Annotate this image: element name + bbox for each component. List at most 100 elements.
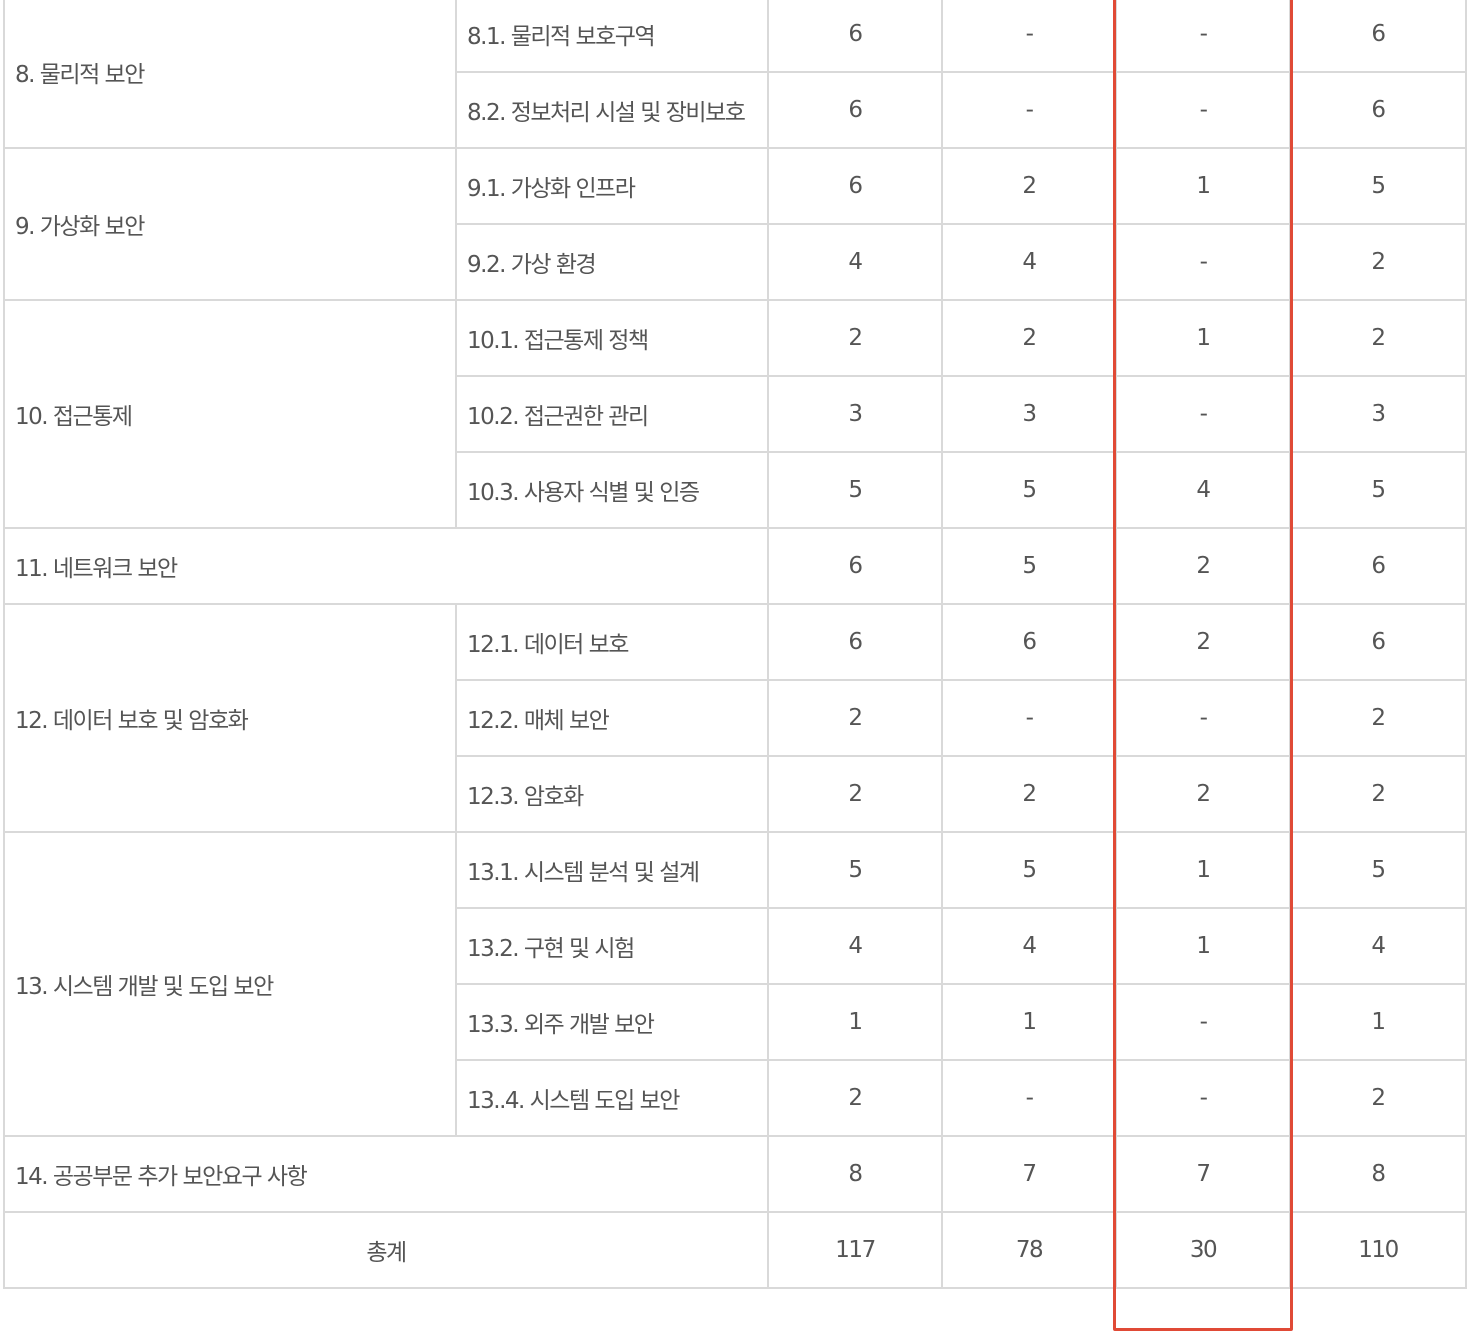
value-cell: 3	[1289, 375, 1467, 453]
value-cell: 7	[1115, 1135, 1291, 1213]
table-row: 13.3. 외주 개발 보안 1 1-1	[4, 983, 1467, 1061]
value-cell: 2	[1289, 1059, 1467, 1137]
subcategory-cell: 12.1. 데이터 보호	[455, 603, 769, 681]
table-row: 12. 데이터 보호 및 암호화 12.1. 데이터 보호 6 6 2 6	[3, 603, 1467, 833]
value-cell: 6	[767, 71, 943, 149]
table-row: 10.3. 사용자 식별 및 인증 5 5 4 5	[4, 451, 1467, 529]
value-cell: -	[941, 0, 1117, 73]
value-cell: 5	[1289, 147, 1467, 225]
total-value-cell: 117	[767, 1211, 943, 1289]
category-cell: 11. 네트워크 보안	[3, 527, 769, 605]
value-cell: 2	[767, 679, 943, 757]
value-cell: 2	[767, 299, 943, 377]
subcategory-cell: 8.2. 정보처리 시설 및 장비보호	[455, 71, 769, 149]
value-cell: 1	[1115, 907, 1291, 985]
total-value-cell: 78	[941, 1211, 1117, 1289]
value-cell: 2	[1289, 679, 1467, 757]
value-cell: 3	[767, 375, 943, 453]
security-requirements-table: 8. 물리적 보안 8.1. 물리적 보호구역 6- -6 8.2. 정보처리 시설 및…	[3, 0, 1467, 1289]
value-cell: 3	[941, 375, 1117, 453]
value-cell: 5	[941, 451, 1117, 529]
value-cell: 6	[1289, 603, 1467, 681]
table-row: 8.2. 정보처리 시설 및 장비보호 6- -6	[4, 71, 1467, 149]
subcategory-cell: 13..4. 시스템 도입 보안	[455, 1059, 769, 1137]
table-row: 13. 시스템 개발 및 도입 보안 13.1. 시스템 분석 및 설계 5 5 1 5	[3, 831, 1467, 1137]
value-cell: 6	[767, 0, 943, 73]
value-cell: -	[1115, 223, 1291, 301]
total-value-cell: 30	[1115, 1211, 1291, 1289]
value-cell: -	[1115, 679, 1291, 757]
value-cell: 8	[1289, 1135, 1467, 1213]
table-row: 13..4. 시스템 도입 보안 2- -2	[4, 1059, 1467, 1137]
value-cell: 6	[767, 603, 943, 681]
value-cell: -	[941, 1059, 1117, 1137]
value-cell: 2	[1289, 223, 1467, 301]
value-cell: 2	[1289, 755, 1467, 833]
value-cell: 2	[1115, 603, 1291, 681]
subcategory-cell: 13.2. 구현 및 시험	[455, 907, 769, 985]
subcategory-cell: 8.1. 물리적 보호구역	[455, 0, 769, 73]
value-cell: 1	[1289, 983, 1467, 1061]
value-cell: 1	[941, 983, 1117, 1061]
value-cell: 6	[1289, 71, 1467, 149]
subcategory-cell: 10.3. 사용자 식별 및 인증	[455, 451, 769, 529]
value-cell: 8	[767, 1135, 943, 1213]
value-cell: 1	[1115, 831, 1291, 909]
table-row: 13.2. 구현 및 시험 4 4 1 4	[4, 907, 1467, 985]
value-cell: 6	[1289, 527, 1467, 605]
table-row: 8. 물리적 보안 8.1. 물리적 보호구역 6- -6	[3, 0, 1467, 149]
value-cell: 2	[941, 147, 1117, 225]
subcategory-cell: 9.1. 가상화 인프라	[455, 147, 769, 225]
value-cell: 4	[767, 907, 943, 985]
value-cell: 5	[941, 527, 1117, 605]
table-row: 10.2. 접근권한 관리 3 3-3	[4, 375, 1467, 453]
value-cell: 7	[941, 1135, 1117, 1213]
category-cell: 13. 시스템 개발 및 도입 보안	[3, 831, 457, 1137]
value-cell: 6	[767, 527, 943, 605]
total-value-cell: 110	[1289, 1211, 1467, 1289]
table-row: 9. 가상화 보안 9.1. 가상화 인프라 6 2 1 5	[3, 147, 1467, 301]
subcategory-cell: 10.1. 접근통제 정책	[455, 299, 769, 377]
table-row: 12.2. 매체 보안 2- -2	[4, 679, 1467, 757]
value-cell: 5	[767, 451, 943, 529]
subcategory-cell: 12.3. 암호화	[455, 755, 769, 833]
value-cell: 6	[767, 147, 943, 225]
category-cell: 10. 접근통제	[3, 299, 457, 529]
value-cell: -	[941, 71, 1117, 149]
value-cell: -	[1115, 375, 1291, 453]
category-cell: 12. 데이터 보호 및 암호화	[3, 603, 457, 833]
value-cell: -	[1115, 0, 1291, 73]
value-cell: 1	[1115, 299, 1291, 377]
value-cell: 5	[1289, 831, 1467, 909]
table-row: 14. 공공부문 추가 보안요구 사항 8 7 7 8	[3, 1135, 1467, 1213]
value-cell: 2	[767, 755, 943, 833]
value-cell: 2	[1115, 527, 1291, 605]
value-cell: 4	[767, 223, 943, 301]
total-label-cell: 총계	[3, 1211, 769, 1289]
value-cell: 1	[767, 983, 943, 1061]
table-row: 11. 네트워크 보안 6 5 2 6	[3, 527, 1467, 605]
total-row: 총계 117 78 30 110	[3, 1211, 1467, 1289]
table-body: 8. 물리적 보안 8.1. 물리적 보호구역 6- -6 8.2. 정보처리 시설 및…	[3, 0, 1467, 1289]
value-cell: 2	[1115, 755, 1291, 833]
value-cell: -	[1115, 71, 1291, 149]
value-cell: 5	[767, 831, 943, 909]
value-cell: 4	[941, 223, 1117, 301]
subcategory-cell: 12.2. 매체 보안	[455, 679, 769, 757]
value-cell: 6	[1289, 0, 1467, 73]
value-cell: 1	[1115, 147, 1291, 225]
value-cell: 4	[1289, 907, 1467, 985]
value-cell: 4	[1115, 451, 1291, 529]
subcategory-cell: 10.2. 접근권한 관리	[455, 375, 769, 453]
category-cell: 9. 가상화 보안	[3, 147, 457, 301]
subcategory-cell: 13.3. 외주 개발 보안	[455, 983, 769, 1061]
category-cell: 14. 공공부문 추가 보안요구 사항	[3, 1135, 769, 1213]
value-cell: -	[941, 679, 1117, 757]
subcategory-cell: 13.1. 시스템 분석 및 설계	[455, 831, 769, 909]
value-cell: 2	[1289, 299, 1467, 377]
value-cell: -	[1115, 1059, 1291, 1137]
value-cell: 5	[1289, 451, 1467, 529]
value-cell: -	[1115, 983, 1291, 1061]
value-cell: 2	[941, 755, 1117, 833]
value-cell: 6	[941, 603, 1117, 681]
